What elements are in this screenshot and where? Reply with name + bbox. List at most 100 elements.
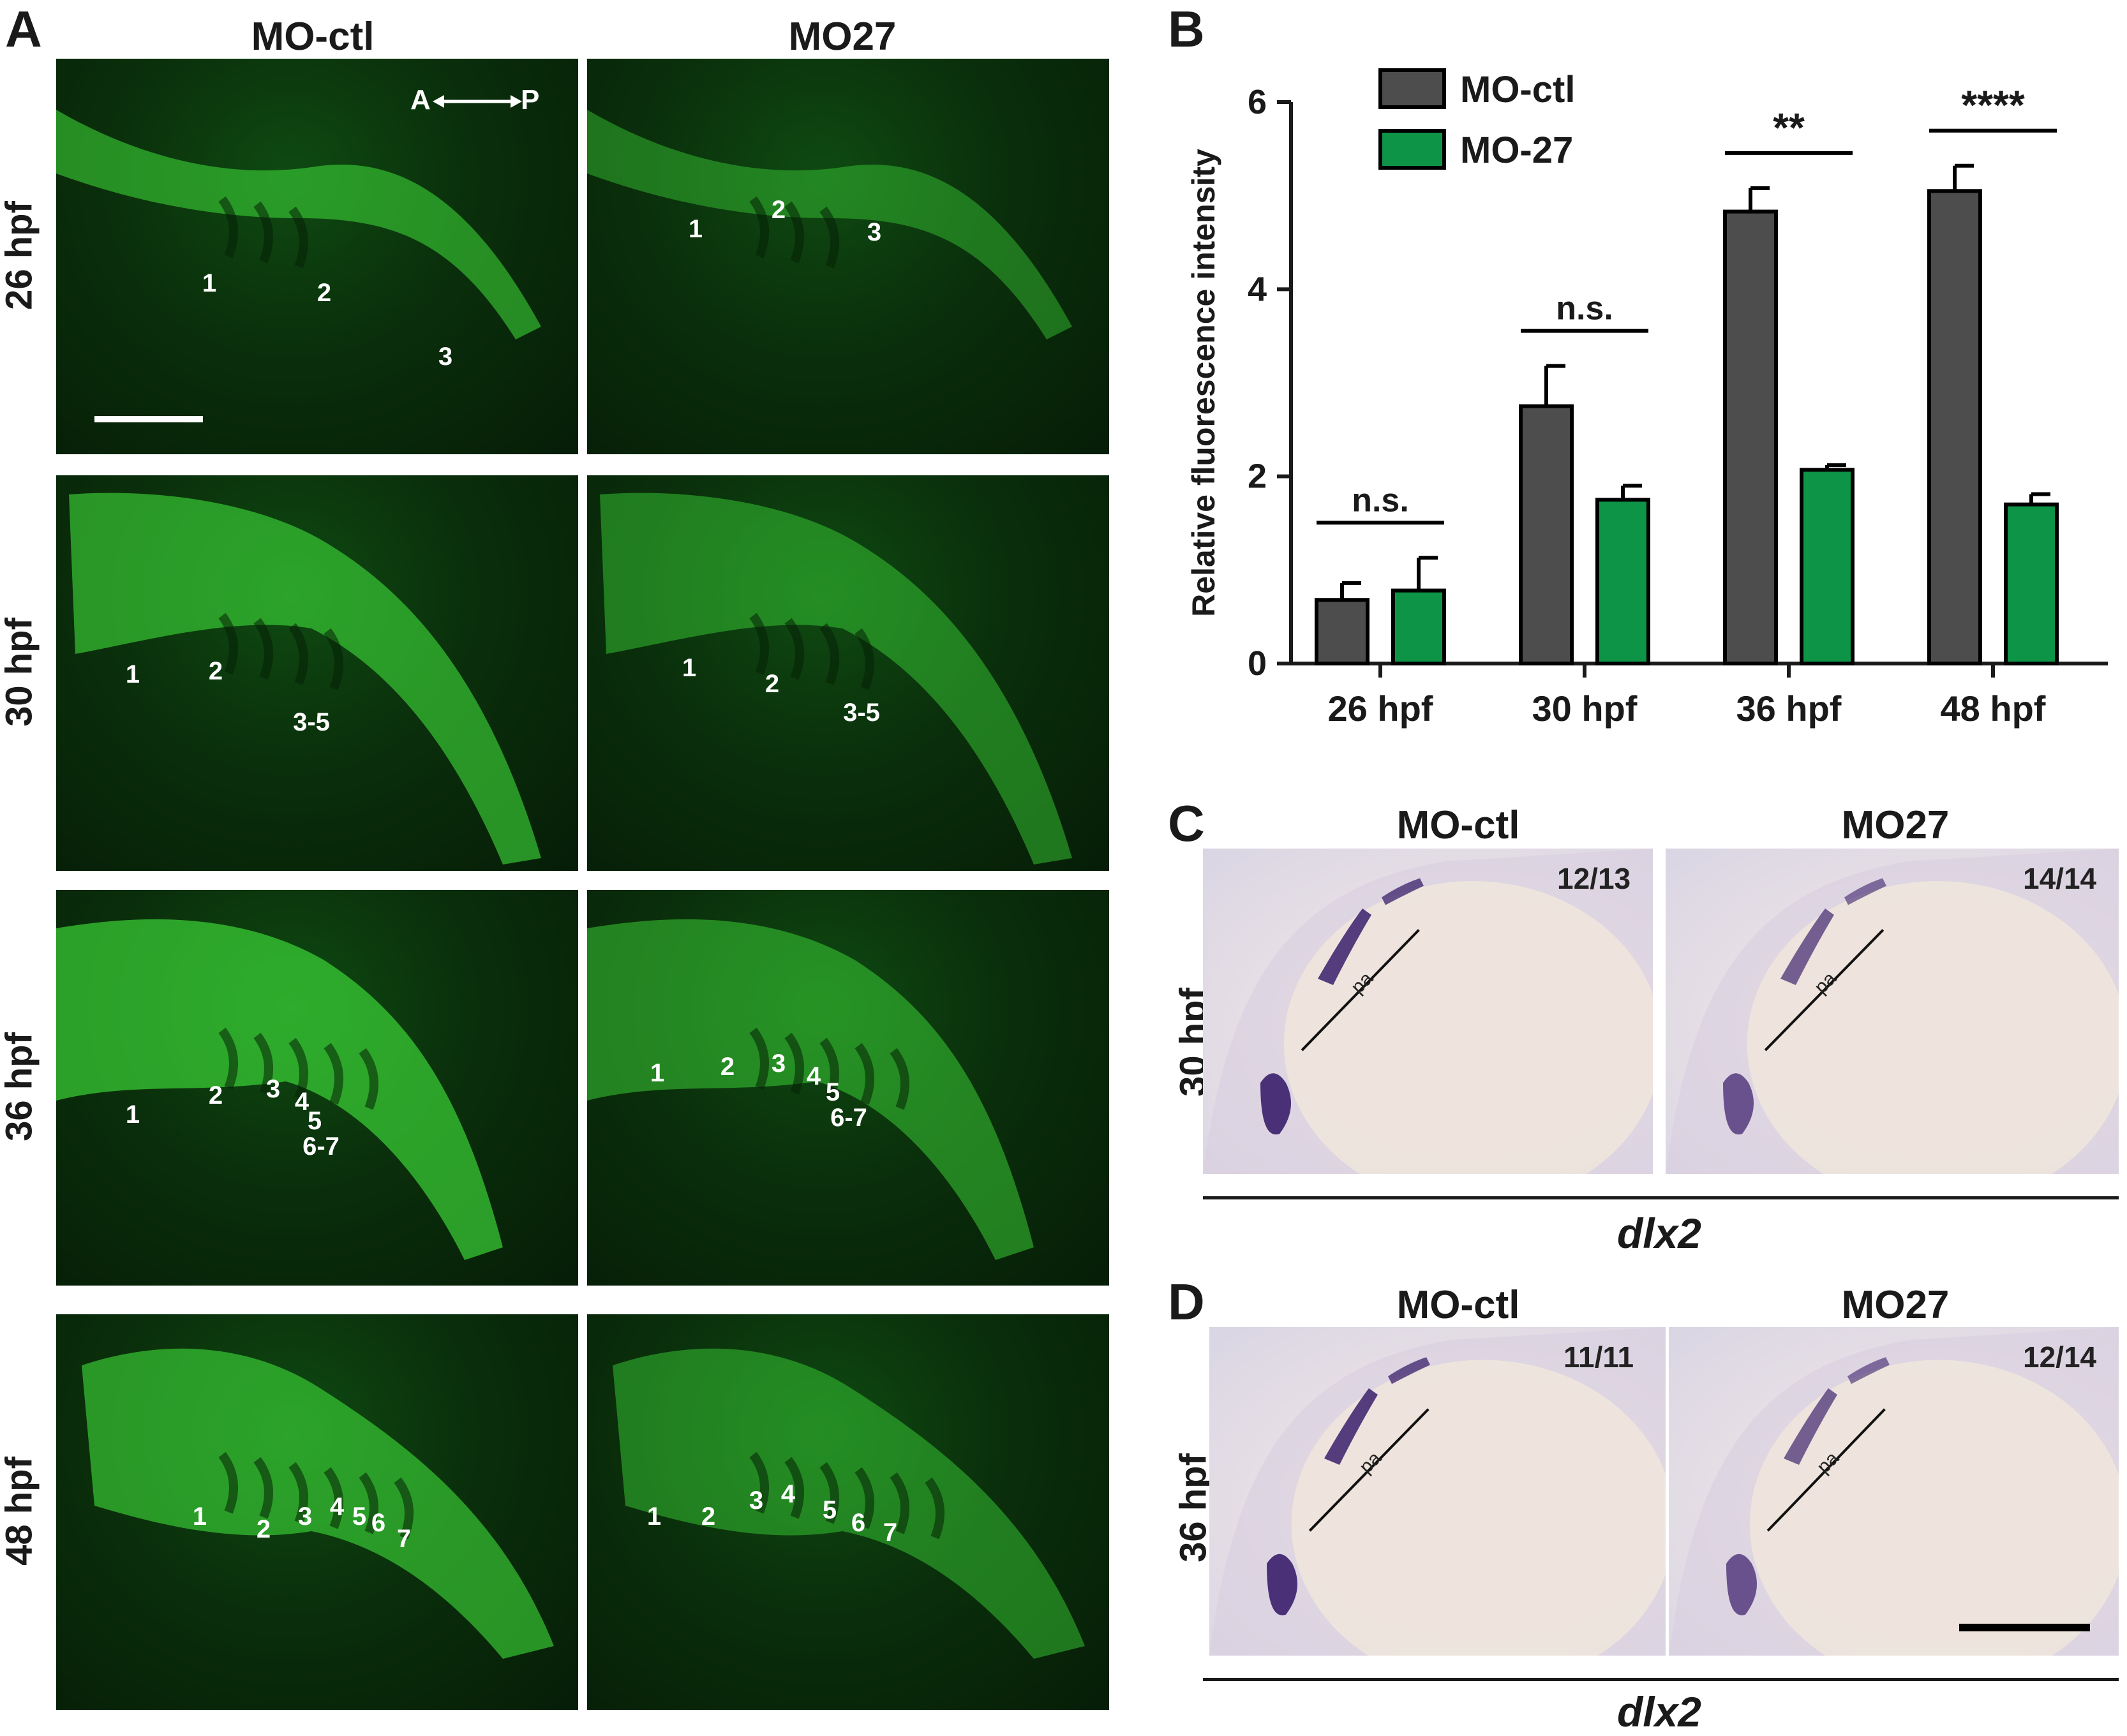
- bar-mo-27: [2004, 502, 2059, 666]
- fluorescence-signal: [82, 1348, 554, 1659]
- arch-number-label: 6-7: [830, 1104, 867, 1132]
- arch-shadow: [819, 1462, 839, 1524]
- panel-d-ish-mo27: pa: [1669, 1327, 2119, 1656]
- arch-number-label: 6-7: [302, 1132, 340, 1161]
- arch-shadow: [749, 1451, 769, 1514]
- significance-label: n.s.: [1352, 482, 1409, 519]
- arch-shadow: [253, 1032, 273, 1095]
- arch-shadow: [288, 623, 308, 685]
- arch-shadow: [784, 1032, 804, 1095]
- legend-label: MO-27: [1460, 130, 1573, 171]
- dlx2-stain-second-arch: [1784, 1388, 1837, 1465]
- arch-number-label: 5: [825, 1078, 840, 1106]
- arch-number-label: 1: [192, 1502, 207, 1531]
- panel-d-ratio-mo27: 12/14: [2023, 1340, 2097, 1374]
- arch-number-label: 3: [297, 1502, 313, 1531]
- yolk: [1749, 1360, 2119, 1656]
- arch-shadow: [784, 618, 804, 680]
- legend-label: MO-ctl: [1460, 69, 1575, 110]
- arch-shadow: [253, 618, 273, 680]
- arch-shadow: [324, 628, 343, 690]
- arch-number-label: 5: [307, 1107, 322, 1135]
- fluorescence-signal: [613, 1348, 1085, 1659]
- fluorescence-signal: [69, 493, 541, 864]
- x-tick-label: 26 hpf: [1328, 688, 1433, 729]
- arch-number-label: 3-5: [293, 708, 330, 736]
- panel-d-scale-bar: [1959, 1624, 2090, 1631]
- arch-number-label: 2: [256, 1515, 271, 1543]
- panel-d-ratio-ctl: 11/11: [1564, 1340, 1634, 1374]
- significance-label: n.s.: [1556, 290, 1613, 327]
- panel-a-image-ctl-row-3: 1 2 3 4 5 6-7: [56, 890, 578, 1286]
- panel-d-underline: [1203, 1678, 2119, 1681]
- arch-shadow: [855, 1042, 874, 1105]
- y-tick-label: 6: [1248, 83, 1267, 121]
- y-axis-label: Relative fluorescence intensity: [1186, 149, 1221, 617]
- arch-shadow: [218, 612, 238, 675]
- panel-d-stage-label: 36 hpf: [1172, 1453, 1214, 1562]
- arch-shadow: [890, 1048, 909, 1110]
- bar-mo-ctl: [1927, 189, 1982, 666]
- panel-d-letter: D: [1168, 1273, 1205, 1330]
- x-tick-label: 36 hpf: [1736, 688, 1842, 729]
- arch-number-label: 3: [771, 1050, 786, 1078]
- bar-mo-27: [1595, 498, 1650, 665]
- arch-number-label: 1: [202, 269, 217, 297]
- fluorescence-signal: [56, 919, 503, 1260]
- panel-c-gene-label: dlx2: [1616, 1210, 1702, 1257]
- panel-a-row-label: 26 hpf: [0, 201, 40, 310]
- arch-shadow: [749, 612, 769, 675]
- panel-d-col-header-ctl: MO-ctl: [1396, 1283, 1520, 1327]
- dlx2-stain-second-arch: [1318, 909, 1371, 985]
- dlx2-stain-first-arch: [1267, 1554, 1297, 1615]
- arch-number-label: 1: [125, 660, 140, 688]
- arch-number-label: 1: [650, 1059, 665, 1087]
- significance-label: ****: [1961, 82, 2025, 128]
- arch-number-label: 5: [352, 1502, 367, 1531]
- pa-indicator-line: [1766, 1408, 1886, 1532]
- arch-number-label: 4: [329, 1493, 345, 1521]
- arch-shadow: [784, 1457, 804, 1519]
- arch-number-label: 2: [771, 196, 786, 224]
- dlx2-stain-posterior-arches: [1388, 1357, 1430, 1384]
- dlx2-stain-first-arch: [1260, 1073, 1291, 1135]
- arch-shadow: [749, 1027, 769, 1090]
- arch-number-label: 6: [371, 1509, 386, 1537]
- arch-shadow: [784, 201, 804, 263]
- arch-shadow: [288, 1462, 308, 1524]
- yolk: [1291, 1360, 1666, 1656]
- bar-mo-ctl: [1315, 598, 1369, 665]
- dlx2-stain-second-arch: [1324, 1388, 1378, 1465]
- arch-number-label: 3: [749, 1487, 764, 1515]
- panel-a-row-label: 36 hpf: [0, 1032, 40, 1141]
- dlx2-stain-posterior-arches: [1847, 1357, 1890, 1384]
- panel-a-col-header-ctl: MO-ctl: [251, 15, 375, 59]
- fluorescence-signal: [587, 919, 1034, 1260]
- panel-a-image-mo-row-2: 1 2 3-5: [587, 475, 1109, 871]
- arch-shadow: [324, 1467, 343, 1529]
- panel-a-row-label: 30 hpf: [0, 618, 40, 727]
- dlx2-stain-second-arch: [1780, 909, 1834, 985]
- bar-mo-27: [1391, 588, 1446, 665]
- arch-shadow: [855, 628, 874, 690]
- arch-number-label: 2: [317, 279, 332, 307]
- panel-a-row-label: 48 hpf: [0, 1457, 40, 1566]
- arch-shadow: [819, 623, 839, 685]
- panel-c-ish-mo27: pa: [1666, 849, 2119, 1174]
- x-tick-label: 48 hpf: [1941, 688, 2046, 729]
- pa-indicator-line: [1308, 1408, 1429, 1532]
- y-tick-label: 4: [1248, 270, 1267, 308]
- arch-number-label: 1: [682, 654, 697, 682]
- arch-number-label: 2: [208, 657, 223, 685]
- arch-shadow: [819, 206, 839, 269]
- panel-a-scale-bar: [94, 416, 203, 422]
- arch-shadow: [253, 1457, 273, 1519]
- bar-mo-ctl: [1519, 404, 1574, 666]
- panel-c-col-header-ctl: MO-ctl: [1396, 803, 1520, 847]
- arch-number-label: 4: [806, 1062, 821, 1090]
- yolk: [1747, 881, 2119, 1174]
- arch-shadow: [218, 1027, 238, 1090]
- panel-a-image-ctl-row-1: 1 2 3 A P: [56, 59, 578, 454]
- bar-mo-ctl: [1723, 209, 1778, 666]
